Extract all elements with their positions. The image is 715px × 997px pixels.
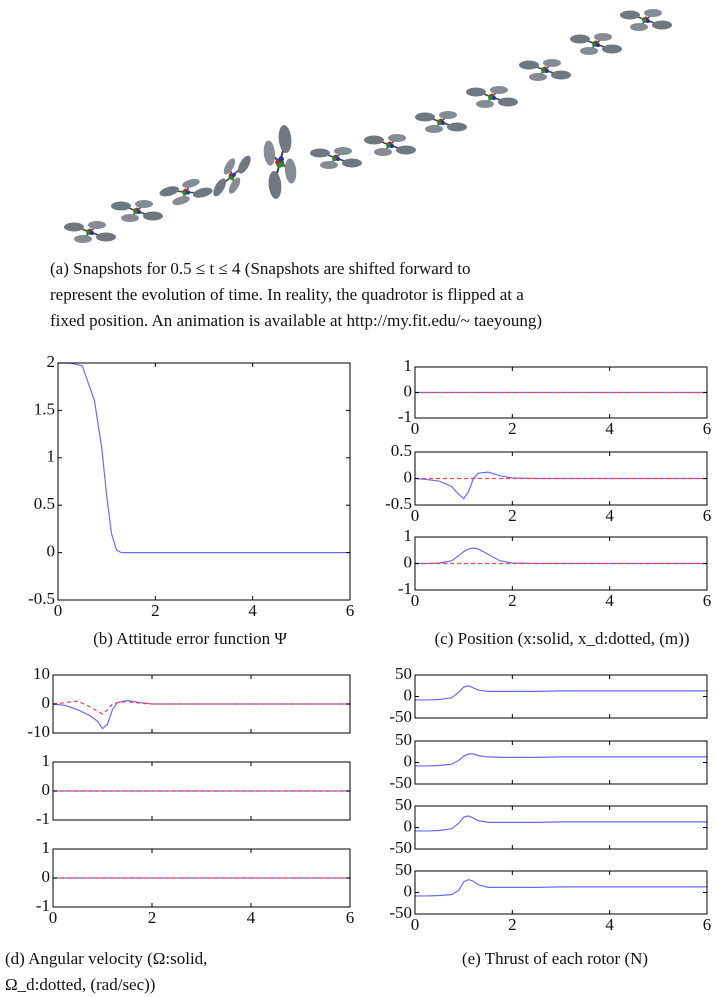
series-line <box>52 700 350 715</box>
y-tick-label: 0 <box>42 693 51 712</box>
y-tick-label: 0 <box>404 381 413 400</box>
y-tick-label: -1 <box>36 896 50 915</box>
y-tick-label: 1 <box>404 356 413 375</box>
series-line <box>414 471 707 500</box>
x-tick-label: 2 <box>508 591 517 610</box>
y-tick-label: 0 <box>42 867 51 886</box>
x-tick-label: 2 <box>508 506 517 525</box>
x-tick-label: 2 <box>508 419 517 438</box>
x-tick-label: 6 <box>703 419 712 438</box>
axes-box <box>414 805 708 850</box>
x-tick-label: 4 <box>605 591 614 610</box>
caption: Ω_d:dotted, (rad/sec)) <box>5 975 155 994</box>
axes-box <box>57 362 351 601</box>
y-tick-label: -0.5 <box>385 494 412 513</box>
y-tick-label: -1 <box>36 809 50 828</box>
axes-box <box>414 674 708 719</box>
y-tick-label: -50 <box>389 903 412 922</box>
x-tick-label: 2 <box>148 908 157 927</box>
caption: (c) Position (x:solid, x_d:dotted, (m)) <box>435 629 690 648</box>
series-line <box>415 685 707 701</box>
axes-box <box>414 740 708 785</box>
caption-a: (a) Snapshots for 0.5 ≤ t ≤ 4 (Snapshots… <box>50 259 470 278</box>
snapshot-image <box>63 8 673 244</box>
x-tick-label: 2 <box>151 601 160 620</box>
y-tick-label: 0.5 <box>34 494 55 513</box>
y-tick-label: 1 <box>47 447 56 466</box>
y-tick-label: -0.5 <box>28 589 55 608</box>
y-tick-label: 10 <box>33 664 50 683</box>
y-tick-label: 1 <box>42 751 51 770</box>
x-tick-label: 6 <box>703 915 712 934</box>
y-tick-label: -10 <box>27 722 50 741</box>
x-tick-label: 4 <box>605 506 614 525</box>
x-tick-label: 0 <box>411 591 420 610</box>
caption: (d) Angular velocity (Ω:solid, <box>5 949 207 968</box>
x-tick-label: 0 <box>411 915 420 934</box>
x-tick-label: 4 <box>605 419 614 438</box>
x-tick-label: 4 <box>605 915 614 934</box>
x-tick-label: 6 <box>703 591 712 610</box>
y-tick-label: 0.5 <box>391 441 412 460</box>
y-tick-label: 50 <box>395 860 412 879</box>
series-line <box>415 753 707 767</box>
x-tick-label: 0 <box>411 419 420 438</box>
y-tick-label: 2 <box>47 352 56 371</box>
axes-box <box>414 870 708 915</box>
y-tick-label: 0 <box>42 780 51 799</box>
y-tick-label: 0 <box>47 542 56 561</box>
caption-a: fixed position. An animation is availabl… <box>50 311 542 330</box>
y-tick-label: -1 <box>398 579 412 598</box>
y-tick-label: 50 <box>395 730 412 749</box>
series-line <box>52 699 350 730</box>
series-line <box>415 547 707 565</box>
y-tick-label: -50 <box>389 707 412 726</box>
y-tick-label: 0 <box>404 881 413 900</box>
x-tick-label: 0 <box>54 601 63 620</box>
caption-a: represent the evolution of time. In real… <box>50 285 524 304</box>
y-tick-label: 0 <box>404 816 413 835</box>
y-tick-label: 50 <box>395 664 412 683</box>
y-tick-label: 1 <box>404 526 413 545</box>
y-tick-label: 1 <box>42 838 51 857</box>
caption: (b) Attitude error function Ψ <box>93 629 287 648</box>
y-tick-label: 0 <box>404 552 413 571</box>
y-tick-label: 1.5 <box>34 399 55 418</box>
x-tick-label: 0 <box>411 506 420 525</box>
y-tick-label: -50 <box>389 838 412 857</box>
y-tick-label: -1 <box>398 407 412 426</box>
x-tick-label: 6 <box>346 601 355 620</box>
series-line <box>415 878 707 897</box>
x-tick-label: 4 <box>248 601 257 620</box>
x-tick-label: 2 <box>508 915 517 934</box>
x-tick-label: 6 <box>703 506 712 525</box>
y-tick-label: -50 <box>389 773 412 792</box>
series-line <box>415 815 707 832</box>
caption: (e) Thrust of each rotor (N) <box>462 949 648 968</box>
y-tick-label: 0 <box>404 467 413 486</box>
series-line <box>58 362 350 554</box>
y-tick-label: 0 <box>404 751 413 770</box>
x-tick-label: 4 <box>247 908 256 927</box>
x-tick-label: 6 <box>346 908 355 927</box>
x-tick-label: 0 <box>49 908 58 927</box>
y-tick-label: 50 <box>395 795 412 814</box>
y-tick-label: 0 <box>404 685 413 704</box>
